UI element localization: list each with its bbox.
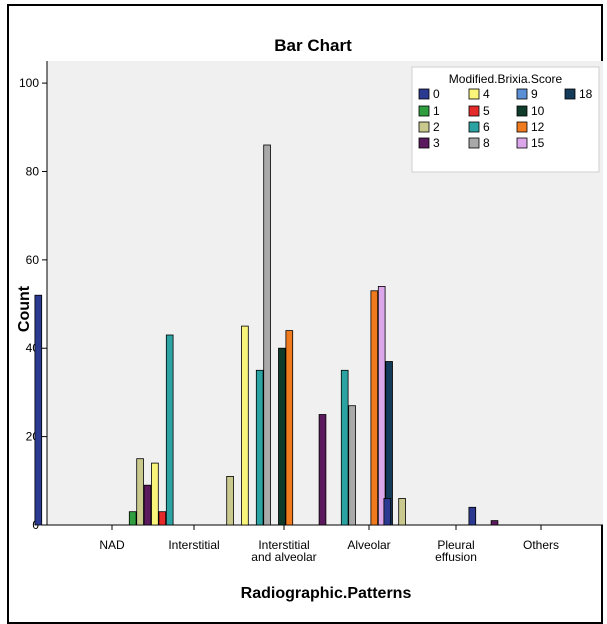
x-tick-label: Interstitial — [168, 538, 219, 552]
x-tick-label: Alveolar — [347, 538, 390, 552]
bar-2-2 — [226, 475, 234, 526]
legend-swatch-10 — [516, 105, 528, 117]
legend-swatch-5 — [468, 105, 480, 117]
legend-swatch-4 — [468, 88, 480, 100]
x-tick-label: Others — [523, 538, 559, 552]
bar-10-2 — [278, 347, 286, 526]
bar-0-0 — [34, 294, 43, 526]
legend-swatch-3 — [418, 137, 430, 149]
legend-swatch-18 — [564, 88, 576, 100]
bar-2-1 — [136, 458, 144, 526]
x-axis-title: Radiographic.Patterns — [241, 585, 412, 602]
legend-label-12: 12 — [531, 120, 545, 134]
x-tick-label: effusion — [435, 550, 477, 564]
legend-swatch-6 — [468, 121, 480, 133]
legend-label-6: 6 — [483, 120, 490, 134]
bar-8-2 — [263, 144, 271, 526]
y-tick-label: 80 — [26, 164, 40, 178]
bar-12-2 — [285, 330, 294, 526]
legend-swatch-2 — [418, 121, 430, 133]
legend-box — [411, 66, 600, 173]
legend-label-18: 18 — [579, 87, 593, 101]
bar-12-3 — [370, 290, 379, 526]
y-tick-label: 100 — [19, 76, 39, 90]
bar-4-2 — [241, 325, 249, 526]
bar-5-1 — [158, 511, 167, 526]
bar-2-4 — [398, 498, 406, 526]
bar-0-5 — [468, 506, 477, 526]
bar-15-3 — [377, 285, 386, 526]
bar-3-3 — [318, 414, 327, 526]
bar-6-1 — [165, 334, 174, 526]
legend-label-3: 3 — [433, 136, 440, 150]
y-tick-label: 60 — [26, 253, 40, 267]
chart-title: Bar Chart — [274, 36, 352, 55]
x-tick-label: NAD — [99, 538, 125, 552]
bar-4-1 — [151, 462, 159, 526]
legend-swatch-9 — [516, 88, 528, 100]
x-tick-label: Interstitial — [258, 538, 309, 552]
bar-6-3 — [340, 369, 349, 526]
legend-label-1: 1 — [433, 104, 440, 118]
bar-3-1 — [143, 484, 152, 526]
legend-swatch-1 — [418, 105, 430, 117]
legend-swatch-8 — [468, 137, 480, 149]
y-axis-title: Count — [16, 285, 33, 332]
legend-title: Modified.Brixia.Score — [449, 72, 563, 86]
bar-8-3 — [348, 405, 356, 526]
x-tick-label: and alveolar — [251, 550, 316, 564]
x-tick-label: Pleural — [437, 538, 474, 552]
bar-0-4 — [383, 498, 392, 526]
legend-label-10: 10 — [531, 104, 545, 118]
legend-label-4: 4 — [483, 87, 490, 101]
legend-swatch-12 — [516, 121, 528, 133]
bar-6-2 — [255, 369, 264, 526]
legend-label-0: 0 — [433, 87, 440, 101]
legend-label-8: 8 — [483, 136, 490, 150]
legend-label-9: 9 — [531, 87, 538, 101]
legend-swatch-0 — [418, 88, 430, 100]
legend-label-15: 15 — [531, 136, 545, 150]
bar-1-1 — [128, 511, 137, 526]
legend-label-2: 2 — [433, 120, 440, 134]
legend-swatch-15 — [516, 137, 528, 149]
bar-3-5 — [490, 520, 499, 526]
legend-label-5: 5 — [483, 104, 490, 118]
